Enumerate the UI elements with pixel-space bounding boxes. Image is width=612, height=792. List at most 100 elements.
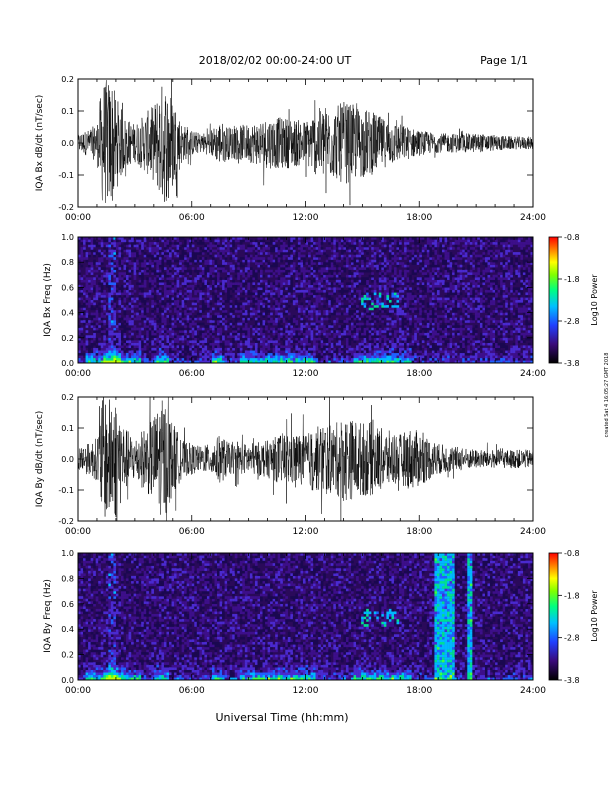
bx-spectrogram-cell	[325, 327, 329, 331]
bx-spectrogram-cell	[260, 300, 263, 303]
bx-spectrogram-cell	[214, 347, 218, 351]
bx-spectrogram-cell	[414, 272, 417, 275]
bx-spectrogram-cell	[229, 282, 233, 286]
bx-spectrogram-cell	[234, 355, 238, 359]
bx-spectrogram-cell	[166, 292, 170, 296]
bx-spectrogram-cell	[151, 360, 154, 364]
bx-spectrogram-cell	[186, 247, 190, 250]
bx-spectrogram-cell	[358, 282, 362, 286]
bx-spectrogram-cell	[260, 279, 263, 283]
bx-spectrogram-cell	[262, 335, 266, 338]
bx-spectrogram-cell	[214, 300, 218, 303]
bx-spectrogram-cell	[196, 340, 200, 343]
bx-spectrogram-cell	[95, 244, 99, 248]
bx-spectrogram-cell	[146, 317, 149, 321]
bx-spectrogram-cell	[424, 287, 427, 291]
bx-spectrogram-cell	[434, 352, 438, 356]
bx-spectrogram-cell	[85, 272, 89, 275]
bx-spectrogram-cell	[310, 305, 314, 308]
bx-spectrogram-cell	[194, 335, 197, 338]
bx-spectrogram-cell	[310, 302, 314, 306]
bx-spectrogram-cell	[88, 350, 91, 354]
bx-spectrogram-cell	[108, 345, 112, 349]
bx-spectrogram-cell	[282, 267, 286, 270]
bx-spectrogram-cell	[169, 360, 172, 364]
bx-spectrogram-cell	[209, 259, 213, 263]
bx-spectrogram-cell	[179, 259, 182, 263]
bx-spectrogram-cell	[78, 342, 81, 346]
bx-spectrogram-cell	[153, 247, 157, 250]
bx-spectrogram-cell	[333, 310, 336, 313]
bx-spectrogram-cell	[434, 345, 438, 349]
bx-spectrogram-cell	[209, 284, 213, 288]
bx-spectrogram-cell	[239, 330, 243, 333]
bx-spectrogram-cell	[136, 297, 139, 301]
bx-spectrogram-cell	[356, 294, 359, 298]
bx-spectrogram-cell	[108, 287, 112, 291]
bx-spectrogram-cell	[80, 254, 84, 258]
bx-spectrogram-cell	[320, 264, 324, 268]
bx-spectrogram-cell	[217, 327, 220, 331]
bx-spectrogram-cell	[260, 292, 263, 296]
bx-spectrogram-cell	[83, 307, 86, 311]
bx-spectrogram-cell	[166, 305, 170, 308]
bx-spectrogram-cell	[138, 252, 142, 255]
bx-spectrogram-cell	[416, 360, 420, 364]
bx-spectrogram-cell	[277, 337, 281, 341]
bx-spectrogram-cell	[176, 317, 180, 321]
bx-spectrogram-cell	[252, 292, 256, 296]
bx-spectrogram-cell	[118, 347, 122, 351]
bx-spectrogram-cell	[265, 244, 268, 248]
bx-spectrogram-cell	[318, 284, 321, 288]
bx-spectrogram-cell	[297, 347, 301, 351]
bx-spectrogram-cell	[313, 264, 316, 268]
bx-spectrogram-cell	[330, 310, 334, 313]
bx-spectrogram-cell	[244, 269, 248, 273]
bx-spectrogram-cell	[83, 257, 86, 260]
bx-spectrogram-cell	[295, 327, 299, 331]
bx-spectrogram-cell	[234, 337, 238, 341]
bx-spectrogram-cell	[353, 247, 357, 250]
bx-spectrogram-cell	[366, 287, 369, 291]
bx-spectrogram-cell	[409, 345, 412, 349]
bx-spectrogram-cell	[404, 357, 407, 361]
bx-spectrogram-cell	[318, 239, 321, 243]
bx-spectrogram-cell	[176, 320, 180, 323]
bx-spectrogram-cell	[267, 257, 271, 260]
bx-spectrogram-cell	[393, 360, 397, 364]
bx-spectrogram-cell	[229, 355, 233, 359]
bx-spectrogram-cell	[90, 345, 94, 349]
bx-spectrogram-cell	[431, 239, 435, 243]
bx-spectrogram-cell	[363, 345, 367, 349]
bx-spectrogram-cell	[232, 352, 235, 356]
bx-spectrogram-cell	[120, 262, 124, 265]
bx-spectrogram-cell	[103, 337, 106, 341]
bx-spectrogram-cell	[267, 300, 271, 303]
bx-spectrogram-cell	[158, 320, 162, 323]
bx-spectrogram-cell	[419, 254, 422, 258]
bx-spectrogram-cell	[328, 360, 331, 364]
bx-spectrogram-cell	[95, 252, 99, 255]
bx-spectrogram-cell	[371, 342, 374, 346]
bx-spectrogram-cell	[224, 340, 228, 343]
bx-spectrogram-cell	[151, 342, 154, 346]
bx-spectrogram-cell	[426, 252, 430, 255]
bx-spectrogram-cell	[181, 307, 185, 311]
bx-spectrogram-cell	[158, 237, 162, 240]
bx-spectrogram-cell	[247, 347, 251, 351]
bx-spectrogram-cell	[302, 310, 306, 313]
bx-spectrogram-cell	[285, 249, 288, 253]
bx-spectrogram-cell	[211, 345, 215, 349]
bx-spectrogram-cell	[424, 310, 427, 313]
bx-spectrogram-cell	[120, 347, 124, 351]
bx-spectrogram-cell	[163, 247, 167, 250]
bx-spectrogram-cell	[249, 350, 253, 354]
bx-spectrogram-cell	[217, 239, 220, 243]
bx-spectrogram-cell	[393, 312, 397, 316]
bx-spectrogram-cell	[340, 325, 344, 328]
bx-spectrogram-cell	[424, 289, 427, 293]
bx-spectrogram-cell	[181, 249, 185, 253]
bx-spectrogram-cell	[361, 302, 364, 306]
bx-spectrogram-cell	[151, 302, 154, 306]
bx-spectrogram-cell	[396, 262, 400, 265]
